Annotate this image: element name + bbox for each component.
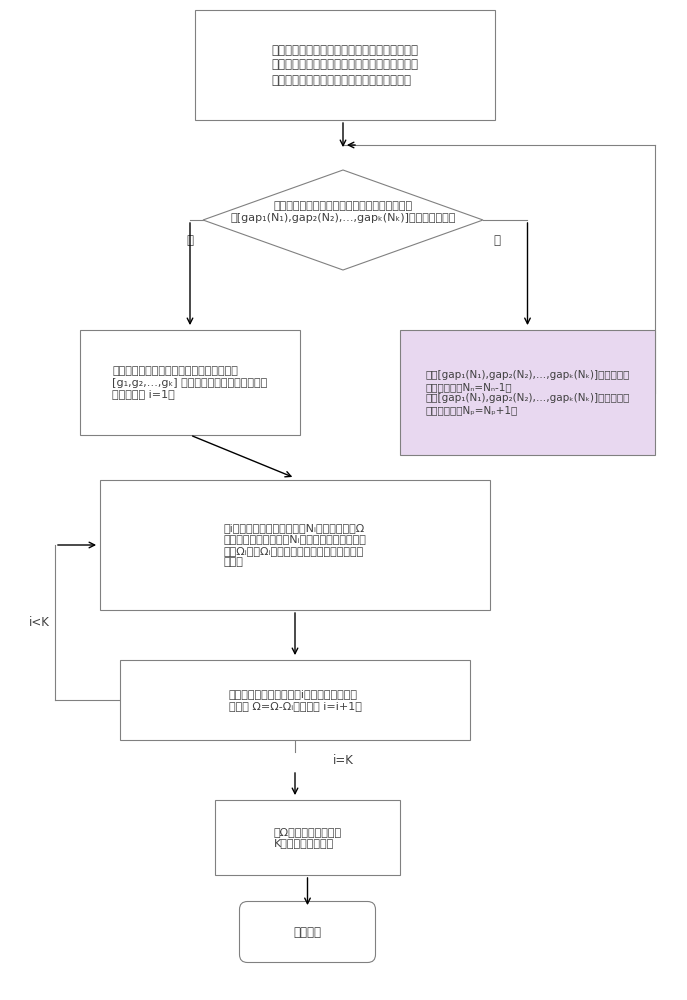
Text: 对于[gap₁(N₁),gap₂(N₂),…,gapₖ(Nₖ)]中差值最大
的用户，执行Nₙ=Nₙ-1；
对于[gap₁(N₁),gap₂(N₂),…,gapₖ: 对于[gap₁(N₁),gap₂(N₂),…,gapₖ(Nₖ)]中差值最大 的用… bbox=[425, 370, 630, 415]
Text: 将每个用户按其子载频上的平均增益噪声比
[g₁,g₂,…,gₖ] 的大小由大到小进行排列，并
设置计数器 i=1。: 将每个用户按其子载频上的平均增益噪声比 [g₁,g₂,…,gₖ] 的大小由大到小… bbox=[113, 366, 268, 399]
Text: 将Ω中的子载频组成第
K个用户的子信道。: 将Ω中的子载频组成第 K个用户的子信道。 bbox=[273, 827, 341, 848]
Text: 剔除子载频集合中已被第i个用户选中的子载
频，即 Ω=Ω-Ωᵢ，并设置 i=i+1。: 剔除子载频集合中已被第i个用户选中的子载 频，即 Ω=Ω-Ωᵢ，并设置 i=i+… bbox=[229, 689, 361, 711]
FancyBboxPatch shape bbox=[400, 330, 655, 455]
Text: 是: 是 bbox=[186, 233, 193, 246]
FancyBboxPatch shape bbox=[240, 902, 376, 962]
FancyBboxPatch shape bbox=[80, 330, 300, 435]
Text: 否: 否 bbox=[493, 233, 500, 246]
Text: 第i个用户根据其子载频数目Nᵢ从子载频集合Ω
中挑选信道质量最好的Nᵢ个子载频作为其子载频
集合Ωᵢ，由Ωᵢ中的所有子载频组成此用户的子
信道。: 第i个用户根据其子载频数目Nᵢ从子载频集合Ω 中挑选信道质量最好的Nᵢ个子载频作… bbox=[223, 523, 366, 567]
FancyBboxPatch shape bbox=[195, 10, 495, 120]
FancyBboxPatch shape bbox=[215, 800, 400, 875]
FancyBboxPatch shape bbox=[120, 660, 470, 740]
FancyBboxPatch shape bbox=[100, 480, 490, 610]
Text: 算法结束: 算法结束 bbox=[293, 926, 322, 938]
Text: i<K: i<K bbox=[29, 616, 50, 629]
Text: 将基站的总发射功率平均分配至基站所使用的子
载频集合中的每个子载频上，并将子载频集合中
的所有子载频平均分配给所有通信中的用户。: 将基站的总发射功率平均分配至基站所使用的子 载频集合中的每个子载频上，并将子载频… bbox=[271, 43, 418, 87]
Polygon shape bbox=[203, 170, 483, 270]
Text: i=K: i=K bbox=[333, 754, 353, 766]
Text: 对于所有用户，判断其有效容量与容量下限的差
值[gap₁(N₁),gap₂(N₂),…,gapₖ(Nₖ)]是否大于等于零: 对于所有用户，判断其有效容量与容量下限的差 值[gap₁(N₁),gap₂(N₂… bbox=[230, 201, 455, 223]
